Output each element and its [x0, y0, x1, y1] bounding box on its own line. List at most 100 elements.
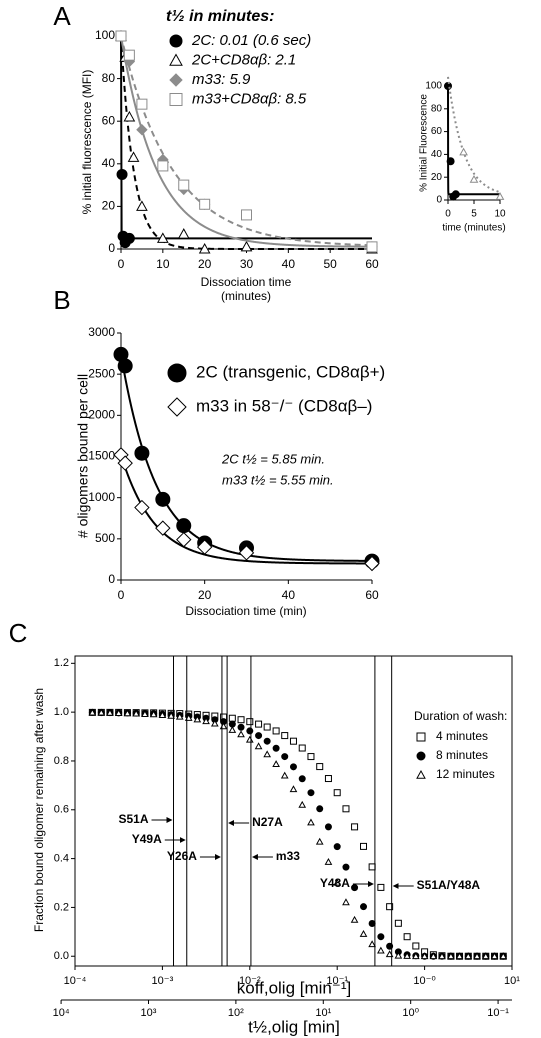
x2-tick-label: 10²	[228, 1007, 244, 1019]
annotation: Y26A	[167, 849, 197, 863]
marker	[429, 952, 438, 960]
x-tick-label: 10⁻⁴	[64, 975, 87, 987]
marker	[360, 842, 368, 850]
marker	[333, 878, 342, 886]
marker	[155, 520, 171, 536]
axis-title: Fraction bound oligomer remaining after …	[32, 688, 46, 932]
marker	[178, 179, 190, 191]
marker	[157, 160, 169, 172]
y-tick-label: 1500	[88, 449, 115, 463]
y-tick-label: 2000	[88, 408, 115, 422]
marker	[469, 174, 479, 183]
y-tick-label: 2500	[88, 366, 115, 380]
marker	[298, 775, 306, 783]
annotation: Y49A	[132, 832, 162, 846]
y-tick-label: 0	[108, 572, 115, 586]
x-tick-label: 10	[494, 209, 506, 220]
marker	[324, 823, 332, 831]
marker	[350, 915, 359, 923]
fit-curve	[447, 76, 501, 194]
marker	[377, 883, 385, 891]
marker	[255, 732, 263, 740]
marker	[263, 737, 271, 745]
x-tick-label: 10¹	[504, 975, 520, 987]
x-tick-label: 10	[156, 257, 170, 271]
marker	[455, 952, 464, 960]
x2-tick-label: 10³	[141, 1007, 157, 1019]
marker	[123, 232, 135, 244]
marker	[149, 710, 158, 718]
legend-label: 2C (transgenic, CD8αβ+)	[196, 362, 385, 381]
marker	[385, 950, 394, 958]
marker	[316, 805, 324, 813]
marker	[210, 719, 219, 727]
marker	[127, 151, 140, 162]
marker	[324, 775, 332, 783]
x2-tick-label: 10⁴	[53, 1007, 70, 1019]
marker	[298, 800, 307, 808]
y-tick-label: 80	[431, 103, 443, 114]
marker	[198, 242, 211, 254]
legend-marker	[169, 34, 183, 48]
marker	[281, 732, 289, 740]
marker	[117, 455, 133, 471]
marker	[459, 147, 468, 156]
marker	[246, 718, 254, 726]
marker	[495, 192, 505, 200]
marker	[167, 711, 176, 719]
x-tick-label: 20	[198, 257, 212, 271]
marker	[97, 708, 106, 716]
marker	[447, 952, 455, 960]
annotation: 2C t½ = 5.85 min.	[221, 451, 325, 466]
y-tick-label: 1.2	[54, 657, 69, 669]
axis-title: (minutes)	[221, 289, 271, 303]
marker	[263, 723, 271, 731]
marker	[177, 228, 190, 239]
marker	[237, 723, 245, 731]
marker	[411, 952, 420, 960]
plot-frame	[74, 655, 513, 967]
marker	[403, 951, 411, 959]
marker	[364, 555, 380, 572]
marker	[394, 919, 402, 927]
annotation: N27A	[252, 815, 283, 829]
marker	[199, 198, 211, 210]
marker	[360, 903, 368, 911]
y-tick-label: 0.0	[54, 950, 69, 962]
y-tick-label: 0.4	[54, 853, 69, 865]
axis-title: t½,olig [min]	[248, 1017, 340, 1036]
y-tick-label: 100	[95, 28, 115, 42]
y-tick-label: 0	[436, 195, 442, 206]
x2-tick-label: 10⁻¹	[487, 1007, 509, 1019]
marker	[307, 753, 315, 761]
marker	[499, 952, 508, 960]
marker	[88, 708, 97, 716]
marker	[368, 920, 376, 928]
annotation: S51A/Y48A	[417, 878, 481, 892]
marker	[228, 725, 237, 733]
x-tick-label: 5	[471, 209, 477, 220]
marker	[366, 241, 378, 253]
marker	[377, 946, 385, 954]
marker	[156, 232, 169, 243]
marker	[202, 717, 210, 725]
marker	[298, 744, 306, 752]
y-tick-label: 0	[108, 241, 115, 255]
marker	[473, 952, 481, 960]
marker	[136, 200, 148, 211]
panel-label: A	[53, 1, 71, 31]
y-tick-label: 1.0	[54, 706, 69, 718]
marker	[176, 531, 192, 548]
marker	[237, 730, 245, 738]
annotation: S51A	[118, 812, 148, 826]
marker	[132, 709, 141, 717]
marker	[446, 157, 455, 166]
x-tick-label: 30	[240, 257, 254, 271]
legend-marker	[416, 769, 426, 779]
marker	[141, 710, 149, 717]
marker	[123, 49, 135, 61]
x2-tick-label: 10¹	[315, 1007, 331, 1019]
marker	[351, 823, 359, 831]
marker	[155, 491, 171, 507]
